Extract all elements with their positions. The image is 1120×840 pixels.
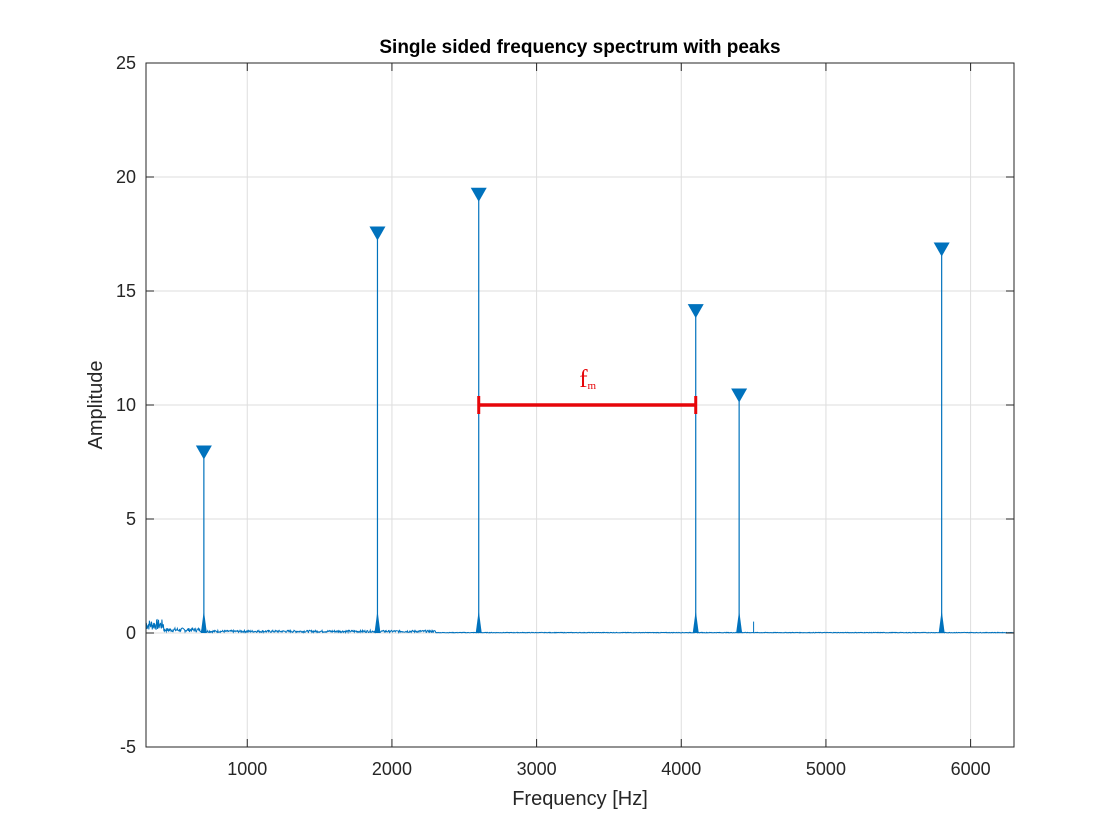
fm-label-main: f (579, 366, 588, 393)
fm-label-subscript: m (588, 380, 597, 392)
axis-ticks: 1000 2000 3000 4000 5000 6000 -5 0 5 10 15 20 25 (116, 53, 1014, 779)
y-tick-label: 20 (116, 167, 136, 187)
chart-title: Single sided frequency spectrum with pea… (379, 37, 780, 58)
annotation-fm: fm (477, 366, 698, 414)
x-tick-label: 2000 (372, 759, 412, 779)
peak-marker (933, 242, 950, 257)
x-tick-label: 1000 (227, 759, 267, 779)
peak-markers (195, 187, 950, 460)
fm-label: fm (579, 366, 596, 393)
spectrum-noise-line (145, 618, 1015, 635)
peak-marker (195, 445, 212, 460)
x-tick-label: 5000 (806, 759, 846, 779)
y-tick-label: -5 (120, 737, 136, 757)
y-tick-label: 0 (126, 623, 136, 643)
peak-marker (369, 226, 386, 241)
y-axis-label: Amplitude (85, 361, 107, 450)
y-tick-label: 10 (116, 395, 136, 415)
x-tick-label: 3000 (517, 759, 557, 779)
peak-marker (731, 388, 748, 403)
y-tick-label: 15 (116, 281, 136, 301)
x-tick-label: 6000 (951, 759, 991, 779)
y-tick-label: 5 (126, 509, 136, 529)
x-tick-label: 4000 (661, 759, 701, 779)
y-tick-label: 25 (116, 53, 136, 73)
spectrum-series (145, 199, 1015, 635)
x-axis-label: Frequency [Hz] (512, 788, 648, 810)
peak-marker (470, 187, 487, 202)
peak-marker (687, 304, 704, 319)
